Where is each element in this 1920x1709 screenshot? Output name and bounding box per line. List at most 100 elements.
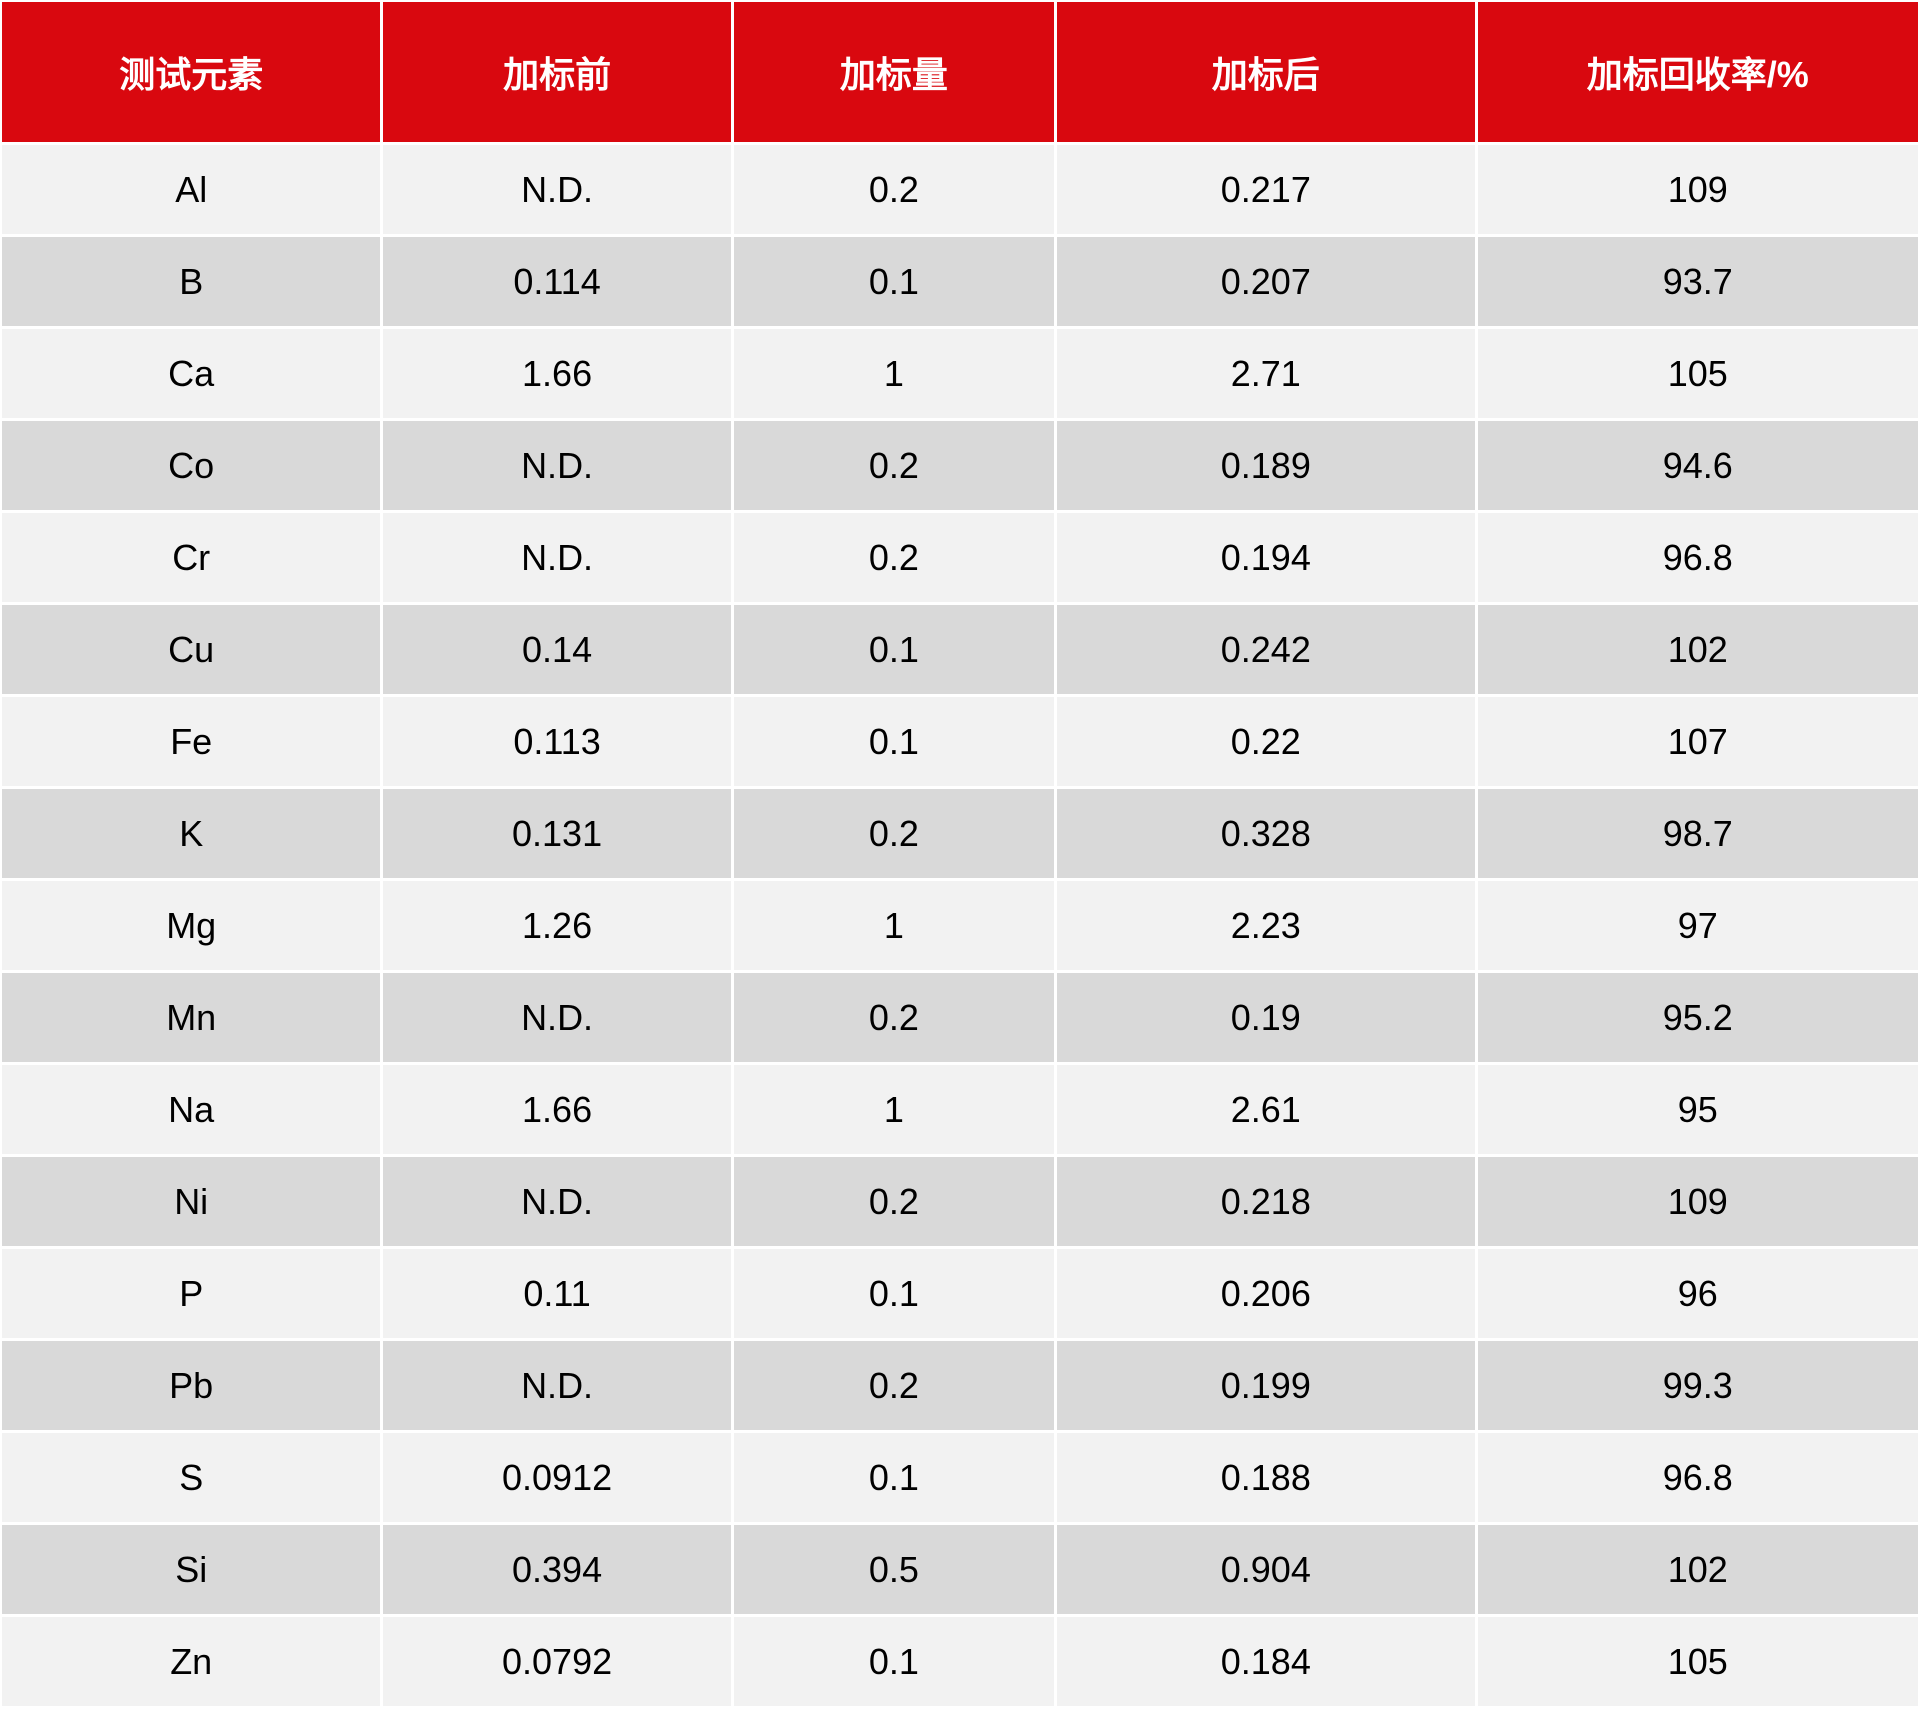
header-recovery-rate: 加标回收率/% [1477, 2, 1918, 142]
cell-element: Cr [2, 513, 381, 602]
cell-element: Ca [2, 329, 381, 418]
cell-element: Cu [2, 605, 381, 694]
cell-spike-amount: 0.1 [733, 605, 1055, 694]
cell-element: Mg [2, 881, 381, 970]
cell-element: Mn [2, 973, 381, 1062]
cell-recovery-rate: 99.3 [1477, 1341, 1918, 1430]
cell-after-spike: 0.189 [1057, 421, 1475, 510]
cell-element: S [2, 1433, 381, 1522]
header-spike-amount: 加标量 [733, 2, 1055, 142]
cell-recovery-rate: 105 [1477, 1617, 1918, 1706]
cell-element: Al [2, 145, 381, 234]
cell-element: K [2, 789, 381, 878]
table-row: Si 0.394 0.5 0.904 102 [2, 1525, 1918, 1614]
table-row: Mg 1.26 1 2.23 97 [2, 881, 1918, 970]
cell-after-spike: 0.194 [1057, 513, 1475, 602]
cell-element: Zn [2, 1617, 381, 1706]
cell-recovery-rate: 102 [1477, 1525, 1918, 1614]
cell-after-spike: 0.22 [1057, 697, 1475, 786]
cell-element: Na [2, 1065, 381, 1154]
table-row: Ni N.D. 0.2 0.218 109 [2, 1157, 1918, 1246]
table-row: Na 1.66 1 2.61 95 [2, 1065, 1918, 1154]
table-row: Mn N.D. 0.2 0.19 95.2 [2, 973, 1918, 1062]
cell-after-spike: 2.23 [1057, 881, 1475, 970]
cell-spike-amount: 0.2 [733, 789, 1055, 878]
cell-spike-amount: 1 [733, 329, 1055, 418]
cell-spike-amount: 0.2 [733, 973, 1055, 1062]
cell-spike-amount: 1 [733, 1065, 1055, 1154]
cell-element: Si [2, 1525, 381, 1614]
cell-recovery-rate: 96.8 [1477, 1433, 1918, 1522]
cell-after-spike: 2.71 [1057, 329, 1475, 418]
cell-before-spike: 0.0792 [383, 1617, 731, 1706]
cell-spike-amount: 0.2 [733, 145, 1055, 234]
cell-element: Co [2, 421, 381, 510]
table-row: Cr N.D. 0.2 0.194 96.8 [2, 513, 1918, 602]
cell-spike-amount: 0.5 [733, 1525, 1055, 1614]
cell-after-spike: 0.206 [1057, 1249, 1475, 1338]
cell-spike-amount: 0.1 [733, 1433, 1055, 1522]
cell-before-spike: N.D. [383, 1341, 731, 1430]
cell-recovery-rate: 105 [1477, 329, 1918, 418]
header-row: 测试元素 加标前 加标量 加标后 加标回收率/% [2, 2, 1918, 142]
cell-after-spike: 0.184 [1057, 1617, 1475, 1706]
cell-spike-amount: 0.1 [733, 1249, 1055, 1338]
cell-recovery-rate: 98.7 [1477, 789, 1918, 878]
cell-before-spike: N.D. [383, 145, 731, 234]
cell-after-spike: 0.19 [1057, 973, 1475, 1062]
cell-recovery-rate: 96.8 [1477, 513, 1918, 602]
cell-spike-amount: 0.2 [733, 1157, 1055, 1246]
cell-spike-amount: 0.1 [733, 237, 1055, 326]
cell-recovery-rate: 96 [1477, 1249, 1918, 1338]
cell-after-spike: 0.207 [1057, 237, 1475, 326]
cell-recovery-rate: 95.2 [1477, 973, 1918, 1062]
cell-before-spike: N.D. [383, 1157, 731, 1246]
cell-after-spike: 0.328 [1057, 789, 1475, 878]
cell-spike-amount: 0.2 [733, 513, 1055, 602]
header-before-spike: 加标前 [383, 2, 731, 142]
table-row: Fe 0.113 0.1 0.22 107 [2, 697, 1918, 786]
cell-before-spike: 0.131 [383, 789, 731, 878]
cell-recovery-rate: 97 [1477, 881, 1918, 970]
cell-spike-amount: 1 [733, 881, 1055, 970]
cell-recovery-rate: 109 [1477, 1157, 1918, 1246]
cell-element: Ni [2, 1157, 381, 1246]
cell-recovery-rate: 93.7 [1477, 237, 1918, 326]
cell-after-spike: 0.904 [1057, 1525, 1475, 1614]
cell-before-spike: N.D. [383, 513, 731, 602]
cell-after-spike: 2.61 [1057, 1065, 1475, 1154]
cell-after-spike: 0.188 [1057, 1433, 1475, 1522]
cell-recovery-rate: 95 [1477, 1065, 1918, 1154]
table-row: P 0.11 0.1 0.206 96 [2, 1249, 1918, 1338]
cell-before-spike: 0.11 [383, 1249, 731, 1338]
cell-before-spike: 1.66 [383, 329, 731, 418]
cell-before-spike: 1.66 [383, 1065, 731, 1154]
header-after-spike: 加标后 [1057, 2, 1475, 142]
cell-spike-amount: 0.1 [733, 697, 1055, 786]
cell-spike-amount: 0.2 [733, 1341, 1055, 1430]
cell-after-spike: 0.242 [1057, 605, 1475, 694]
header-element: 测试元素 [2, 2, 381, 142]
cell-after-spike: 0.199 [1057, 1341, 1475, 1430]
cell-before-spike: 0.394 [383, 1525, 731, 1614]
cell-before-spike: 1.26 [383, 881, 731, 970]
cell-before-spike: 0.0912 [383, 1433, 731, 1522]
cell-element: Fe [2, 697, 381, 786]
table-row: B 0.114 0.1 0.207 93.7 [2, 237, 1918, 326]
cell-recovery-rate: 94.6 [1477, 421, 1918, 510]
cell-after-spike: 0.218 [1057, 1157, 1475, 1246]
table-row: Ca 1.66 1 2.71 105 [2, 329, 1918, 418]
cell-before-spike: N.D. [383, 973, 731, 1062]
table-row: Cu 0.14 0.1 0.242 102 [2, 605, 1918, 694]
cell-before-spike: N.D. [383, 421, 731, 510]
table-row: K 0.131 0.2 0.328 98.7 [2, 789, 1918, 878]
cell-after-spike: 0.217 [1057, 145, 1475, 234]
cell-before-spike: 0.113 [383, 697, 731, 786]
cell-recovery-rate: 109 [1477, 145, 1918, 234]
cell-element: Pb [2, 1341, 381, 1430]
cell-spike-amount: 0.1 [733, 1617, 1055, 1706]
cell-recovery-rate: 107 [1477, 697, 1918, 786]
cell-recovery-rate: 102 [1477, 605, 1918, 694]
table-row: Co N.D. 0.2 0.189 94.6 [2, 421, 1918, 510]
